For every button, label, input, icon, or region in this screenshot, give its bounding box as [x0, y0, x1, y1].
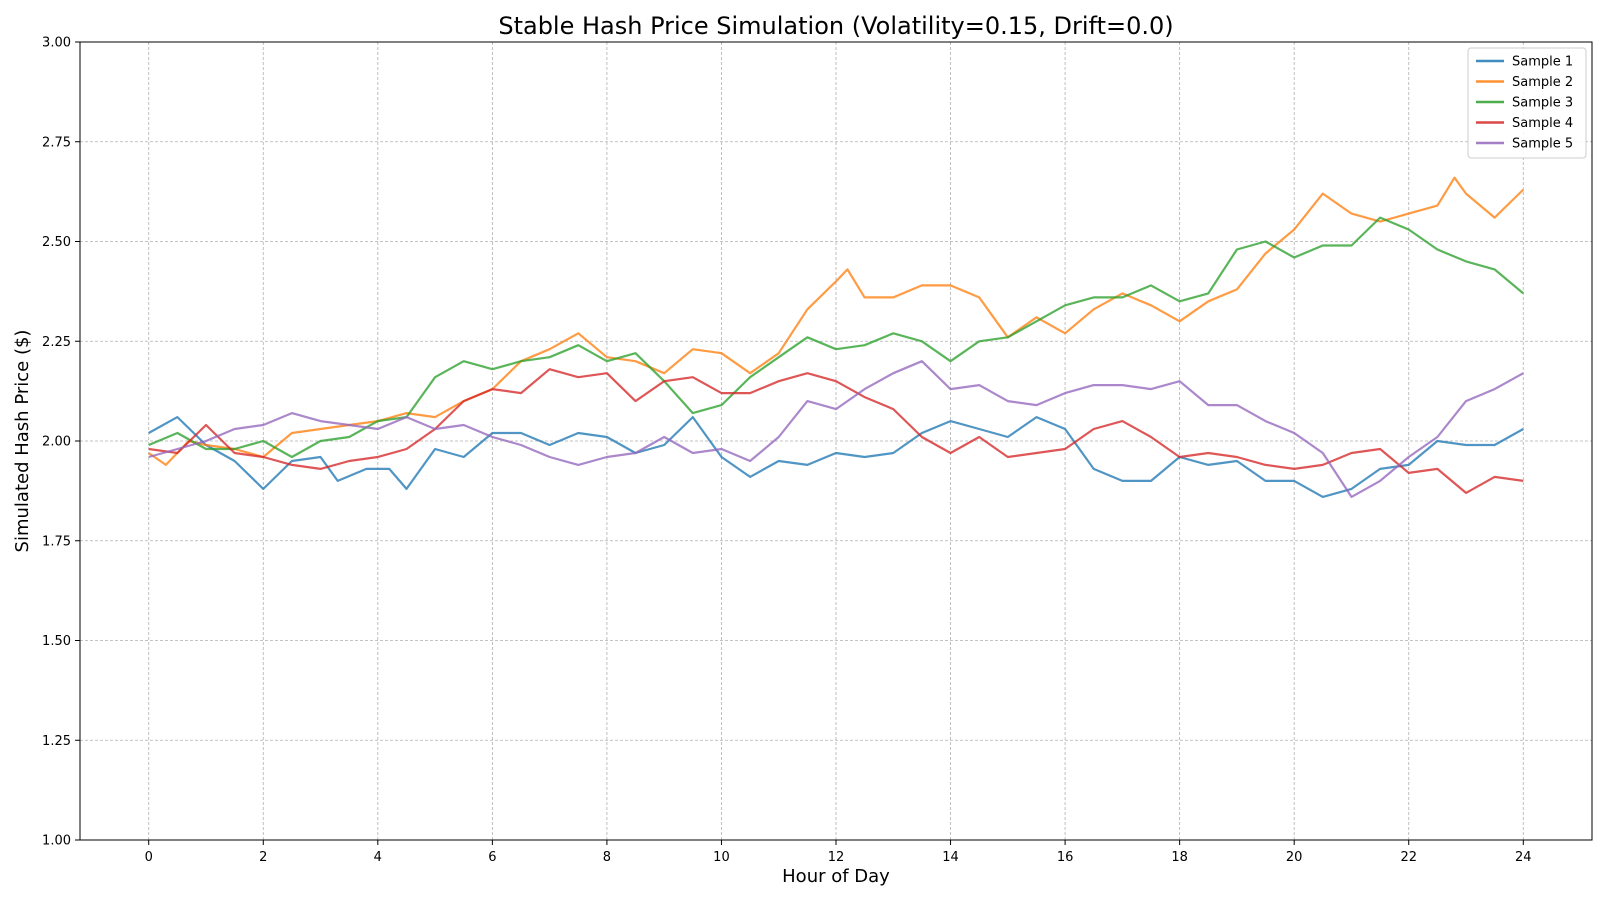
- x-tick-label: 16: [1057, 850, 1074, 865]
- x-tick-label: 18: [1171, 850, 1188, 865]
- x-tick-label: 24: [1515, 850, 1532, 865]
- x-tick-label: 14: [942, 850, 959, 865]
- y-tick-label: 1.50: [42, 634, 71, 649]
- y-tick-label: 1.00: [42, 834, 71, 849]
- y-tick-label: 2.50: [42, 235, 71, 250]
- series-line-sample-2: [148, 176, 1525, 466]
- legend-label: Sample 5: [1512, 137, 1573, 152]
- legend: Sample 1 Sample 2 Sample 3 Sample 4 Sample 5: [1467, 47, 1587, 159]
- series-line-sample-4: [148, 368, 1524, 494]
- y-tick-label: 2.75: [42, 135, 71, 150]
- legend-label: Sample 1: [1512, 55, 1573, 70]
- series-line-sample-1: [148, 416, 1524, 498]
- legend-label: Sample 4: [1512, 116, 1573, 131]
- x-tick-label: 20: [1286, 850, 1303, 865]
- x-tick-label: 10: [713, 850, 730, 865]
- y-tick-label: 1.25: [42, 734, 71, 749]
- y-tick-label: 1.75: [42, 534, 71, 549]
- legend-label: Sample 2: [1512, 75, 1573, 90]
- y-axis-label: Simulated Hash Price ($): [12, 330, 33, 553]
- series-line-sample-3: [148, 216, 1525, 459]
- y-tick-label: 2.25: [42, 335, 71, 350]
- axis-ticks: 0 2 4 6 8 10 12 14 16 18 20 22 241.001.251.501.752.0…: [42, 36, 1531, 866]
- x-tick-label: 2: [259, 850, 267, 865]
- x-tick-label: 6: [488, 850, 496, 865]
- y-tick-label: 2.00: [42, 435, 71, 450]
- gridlines: [80, 41, 1592, 841]
- x-tick-label: 4: [374, 850, 382, 865]
- series-line-sample-5: [148, 360, 1524, 498]
- series-lines: [148, 176, 1525, 498]
- legend-box: [1467, 47, 1587, 159]
- x-tick-label: 0: [145, 850, 153, 865]
- x-axis-label: Hour of Day: [782, 866, 890, 887]
- legend-label: Sample 3: [1512, 96, 1573, 111]
- x-tick-label: 8: [603, 850, 611, 865]
- y-tick-label: 3.00: [42, 36, 71, 51]
- chart-title: Stable Hash Price Simulation (Volatility…: [498, 12, 1173, 40]
- x-tick-label: 12: [828, 850, 845, 865]
- x-tick-label: 22: [1400, 850, 1417, 865]
